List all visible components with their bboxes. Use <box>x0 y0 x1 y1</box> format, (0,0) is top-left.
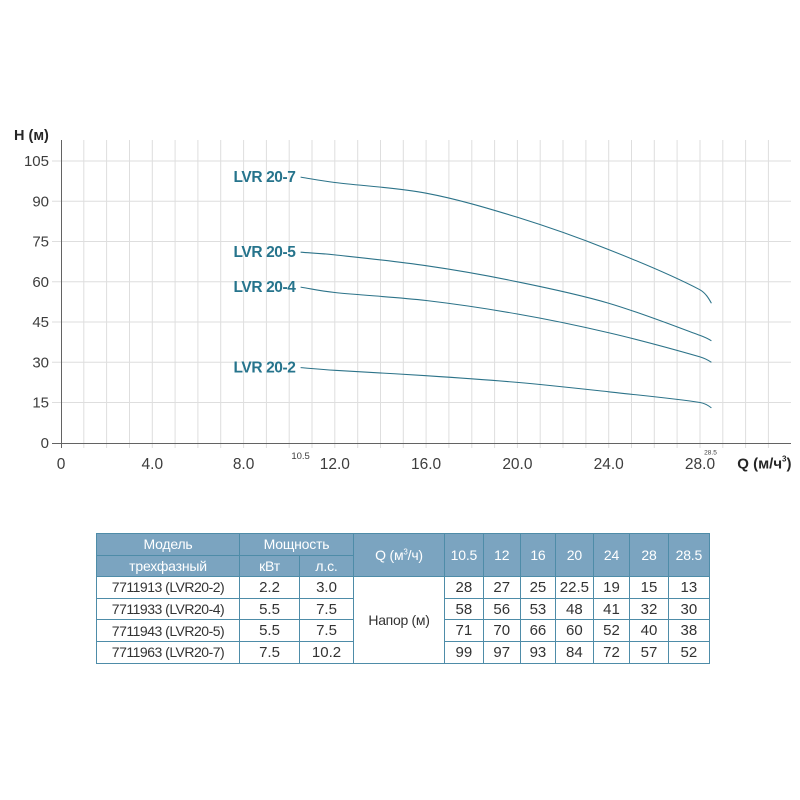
svg-text:30: 30 <box>32 355 49 372</box>
svg-text:105: 105 <box>24 153 49 170</box>
svg-text:H (м): H (м) <box>14 128 49 144</box>
svg-text:LVR 20-7: LVR 20-7 <box>234 169 296 186</box>
svg-text:75: 75 <box>32 234 49 251</box>
svg-text:15: 15 <box>32 395 49 412</box>
svg-text:0: 0 <box>57 456 66 473</box>
svg-text:LVR 20-2: LVR 20-2 <box>234 359 296 376</box>
svg-text:20.0: 20.0 <box>502 456 533 473</box>
svg-text:60: 60 <box>32 274 49 291</box>
svg-text:Q (м/ч3): Q (м/ч3) <box>737 455 791 473</box>
svg-text:LVR 20-5: LVR 20-5 <box>234 244 297 261</box>
svg-text:8.0: 8.0 <box>233 456 255 473</box>
svg-text:45: 45 <box>32 314 49 331</box>
svg-text:0: 0 <box>41 435 49 452</box>
svg-text:24.0: 24.0 <box>594 456 625 473</box>
svg-text:28.0: 28.0 <box>685 456 716 473</box>
svg-text:16.0: 16.0 <box>411 456 442 473</box>
svg-text:90: 90 <box>32 193 49 210</box>
svg-text:28.5: 28.5 <box>704 450 717 457</box>
svg-text:12.0: 12.0 <box>320 456 351 473</box>
svg-text:4.0: 4.0 <box>142 456 164 473</box>
svg-text:10.5: 10.5 <box>291 451 310 462</box>
svg-text:LVR 20-4: LVR 20-4 <box>234 279 297 296</box>
